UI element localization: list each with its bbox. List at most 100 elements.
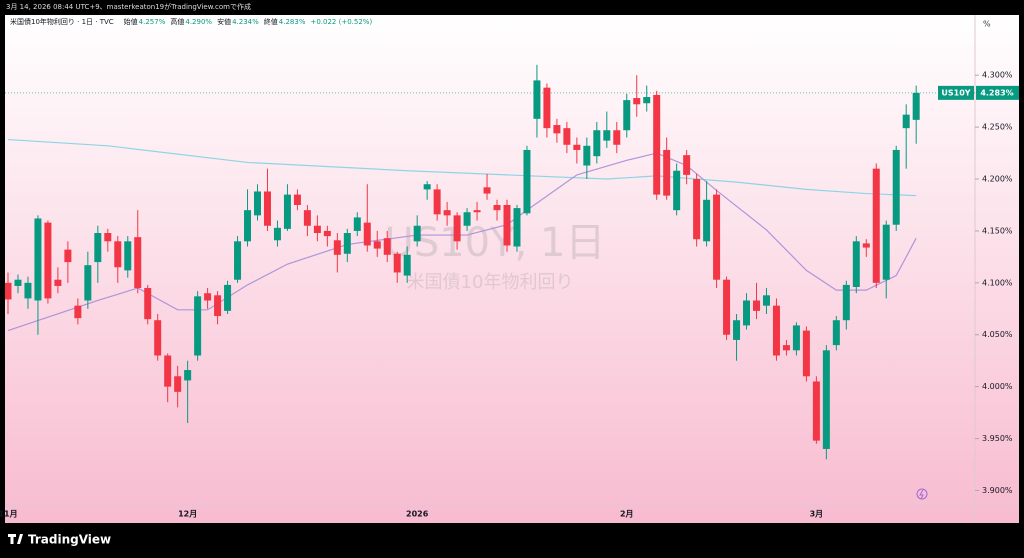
candle-body <box>24 282 32 299</box>
candle-body <box>603 130 611 141</box>
y-tick-label: 4.300% <box>982 71 1013 80</box>
candle-body <box>244 210 252 242</box>
candle-body <box>74 305 82 319</box>
candle-body <box>383 238 391 255</box>
candle-body <box>872 168 880 283</box>
event-icon[interactable] <box>916 488 928 500</box>
candle-body <box>194 296 202 356</box>
candle-body <box>463 212 471 226</box>
candle-body <box>373 241 381 249</box>
candle-body <box>333 240 341 255</box>
candle-body <box>64 249 72 263</box>
candle-body <box>104 233 112 242</box>
candle-body <box>613 130 621 145</box>
moving-average <box>7 138 917 197</box>
candle-body <box>34 218 42 301</box>
candle-body <box>254 191 261 216</box>
created-note: 3月 14, 2026 08:44 UTC+9、masterkeaton19がT… <box>6 2 251 11</box>
brand-logo <box>8 534 23 544</box>
candle-body <box>703 199 711 242</box>
candle-body <box>124 241 132 271</box>
candle-body <box>483 187 491 194</box>
candle-body <box>234 241 242 280</box>
candle-body <box>263 191 271 226</box>
candle-body <box>453 215 461 242</box>
candle-body <box>902 114 910 129</box>
y-tick-label: 4.100% <box>982 278 1013 287</box>
candle-body <box>733 320 741 340</box>
candle-body <box>643 97 651 104</box>
candle-body <box>743 300 751 326</box>
legend-label: 終値 <box>264 17 278 26</box>
y-tick-label: 4.250% <box>982 123 1013 132</box>
legend-title: 米国債10年物利回り · 1日 · TVC <box>10 17 114 26</box>
y-tick-label: 3.950% <box>982 434 1013 443</box>
candle-body <box>353 217 361 231</box>
legend-label: 始値 <box>124 17 138 26</box>
event-icon-bolt <box>919 489 924 500</box>
candle-body <box>323 230 331 237</box>
candle-body <box>533 80 541 119</box>
legend-value: 4.290% <box>185 18 212 26</box>
candle-body <box>593 130 601 157</box>
candle-body <box>792 325 800 351</box>
legend-value: 4.257% <box>139 18 166 26</box>
candle-body <box>433 189 441 215</box>
candle-body <box>523 149 531 214</box>
candle-body <box>343 233 351 254</box>
candle-body <box>84 265 92 301</box>
candle-body <box>762 295 770 306</box>
symbol-tag-box <box>938 85 974 100</box>
candle-body <box>204 293 212 301</box>
candle-body <box>174 376 182 392</box>
candle-body <box>273 227 281 241</box>
candle-body <box>753 300 760 311</box>
candle-body <box>14 279 22 286</box>
candle-body <box>822 350 830 449</box>
candle-body <box>363 222 371 246</box>
candle-body <box>543 87 551 129</box>
candle-body <box>573 144 581 150</box>
candle-body <box>812 381 820 441</box>
unit-label: % <box>983 20 991 29</box>
brand: TradingView <box>8 533 111 547</box>
y-tick-label: 4.150% <box>982 226 1013 235</box>
candle-body <box>802 330 810 377</box>
candle-body <box>413 225 421 242</box>
candle-body <box>553 125 561 134</box>
last-price-box <box>976 85 1019 100</box>
candle-body <box>283 194 291 229</box>
candle-body <box>623 100 631 131</box>
candle-body <box>5 282 12 300</box>
candle-body <box>313 225 321 234</box>
candle-body <box>134 237 142 289</box>
candle-body <box>782 345 790 351</box>
candle-body <box>443 210 451 216</box>
legend-label: 安値 <box>217 17 231 26</box>
candle-body <box>852 241 860 287</box>
candle-body <box>683 155 691 175</box>
candle-body <box>832 320 840 346</box>
y-tick-label: 4.200% <box>982 175 1013 184</box>
candle-body <box>842 284 850 321</box>
x-tick-label: 12月 <box>178 510 197 519</box>
watermark-name: 米国債10年物利回り <box>407 272 574 293</box>
candle-body <box>303 210 311 226</box>
candle-body <box>493 204 501 211</box>
y-tick-label: 4.000% <box>982 382 1013 391</box>
candle-body <box>403 254 411 276</box>
candle-body <box>772 305 780 356</box>
candle-body <box>164 355 172 387</box>
candle-body <box>882 224 890 280</box>
symbol-tag: US10Y <box>941 88 970 97</box>
candle-body <box>114 241 122 268</box>
candle-body <box>713 194 721 280</box>
candle-body <box>892 149 900 225</box>
y-tick-label: 4.050% <box>982 330 1013 339</box>
candle-body <box>154 320 162 356</box>
candle-body <box>583 145 591 166</box>
brand-name: TradingView <box>28 533 111 547</box>
candle-body <box>663 149 671 196</box>
candle-body <box>184 370 192 381</box>
